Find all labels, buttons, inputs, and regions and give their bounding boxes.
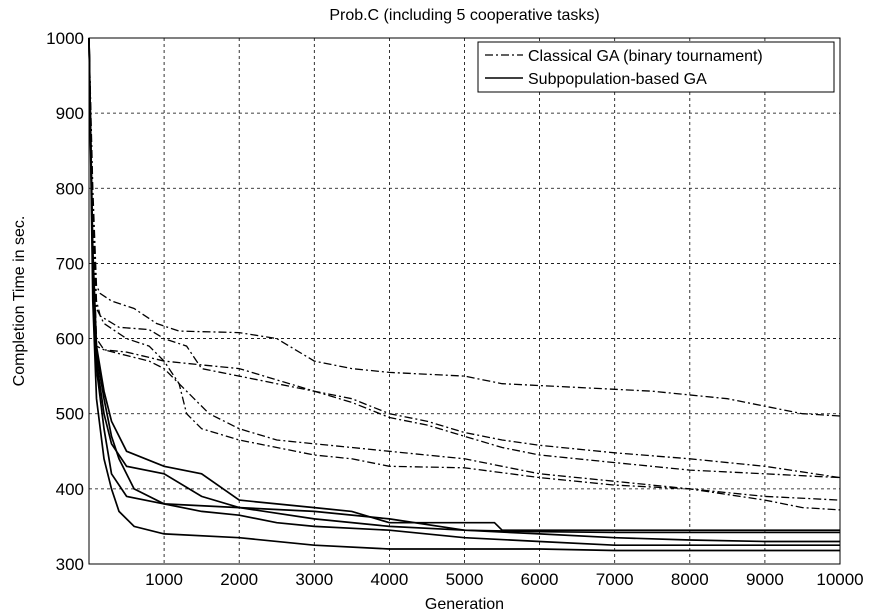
- chart-title: Prob.C (including 5 cooperative tasks): [329, 7, 599, 24]
- grid: [89, 38, 840, 564]
- x-tick-label: 8000: [671, 570, 709, 589]
- x-tick-label: 5000: [446, 570, 484, 589]
- y-tick-label: 500: [56, 405, 84, 424]
- x-tick-label: 3000: [295, 570, 333, 589]
- subpopulation-ga-line-6: [88, 37, 840, 532]
- classical-ga-line-4: [88, 37, 841, 511]
- x-axis-label: Generation: [425, 596, 504, 613]
- x-tick-label: 2000: [220, 570, 258, 589]
- y-tick-label: 700: [56, 254, 84, 273]
- x-tick-label: 6000: [521, 570, 559, 589]
- subpopulation-ga-line-7: [88, 37, 840, 543]
- x-tick-label: 4000: [370, 570, 408, 589]
- legend-label-subpopulation-ga: Subpopulation-based GA: [528, 71, 707, 88]
- y-tick-label: 600: [56, 330, 84, 349]
- plot-frame: [88, 37, 841, 565]
- y-axis-label: Completion Time in sec.: [11, 216, 28, 387]
- y-tick-label: 400: [56, 480, 84, 499]
- y-tick-label: 800: [56, 179, 84, 198]
- y-tick-label: 300: [56, 555, 84, 574]
- tick-labels: 1000 2000 3000 4000 5000 6000 7000 8000 9000 1000…: [46, 29, 863, 589]
- legend-box: [477, 41, 835, 93]
- legend: Classical GA (binary tournament) Subpopu…: [477, 41, 835, 93]
- subpopulation-ga-line-8: [88, 37, 840, 547]
- series-group: [88, 37, 841, 552]
- classical-ga-line-2: [88, 37, 841, 479]
- classical-ga-line-0: [88, 37, 841, 417]
- subpopulation-ga-line-9: [88, 37, 840, 552]
- y-tick-label: 1000: [46, 29, 84, 48]
- x-tick-label: 1000: [145, 570, 183, 589]
- classical-ga-line-3: [88, 37, 841, 501]
- classical-ga-line-1: [88, 37, 841, 479]
- legend-label-classical-ga: Classical GA (binary tournament): [528, 48, 763, 65]
- x-tick-label: 10000: [816, 570, 863, 589]
- x-tick-label: 7000: [596, 570, 634, 589]
- y-tick-label: 900: [56, 104, 84, 123]
- x-tick-label: 9000: [746, 570, 784, 589]
